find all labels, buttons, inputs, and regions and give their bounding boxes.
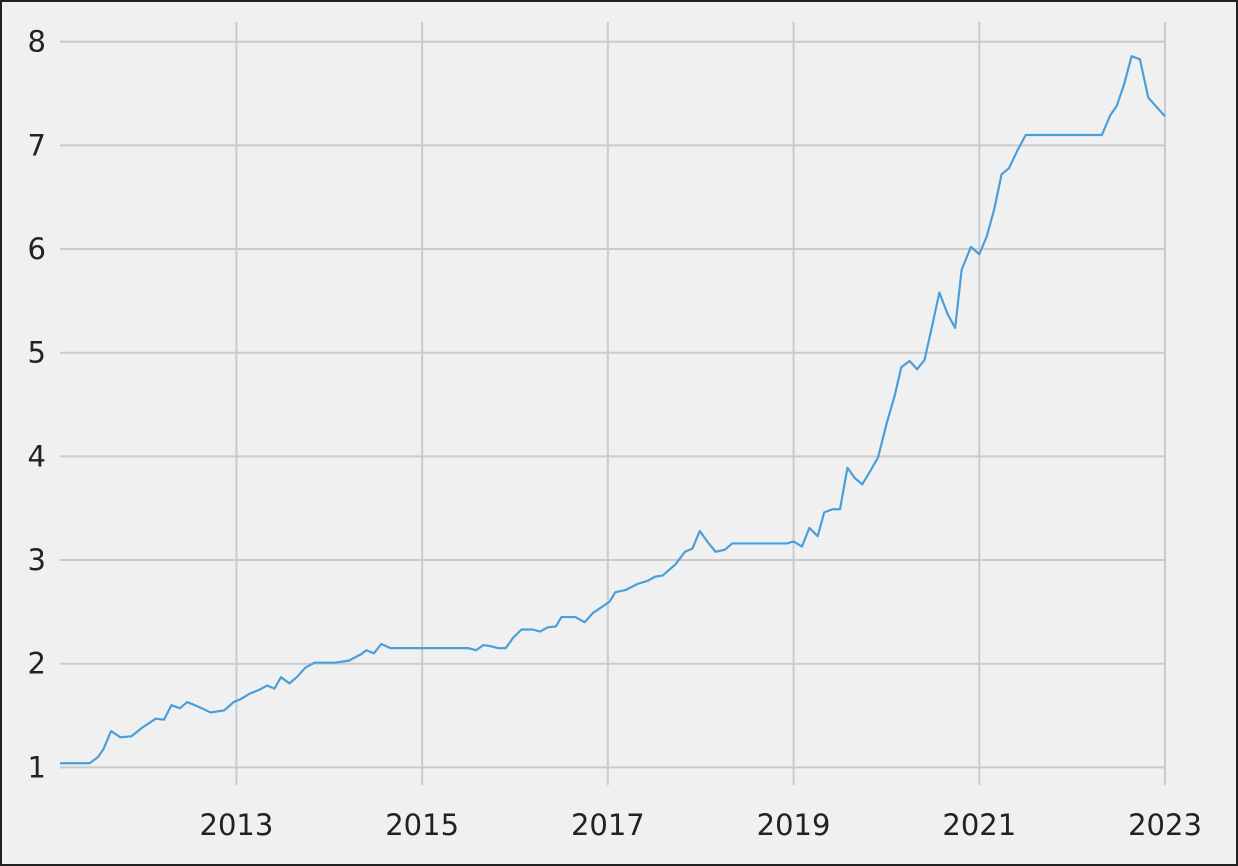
y-tick-label: 8 (28, 25, 46, 59)
x-tick-label: 2013 (200, 808, 274, 842)
x-tick-label: 2023 (1128, 808, 1202, 842)
x-tick-label: 2017 (571, 808, 645, 842)
y-tick-label: 2 (28, 647, 46, 681)
y-tick-label: 5 (28, 336, 46, 370)
x-tick-label: 2019 (757, 808, 831, 842)
grid (60, 22, 1166, 785)
y-tick-label: 6 (28, 232, 46, 266)
plot (60, 55, 1166, 765)
y-tick-label: 1 (28, 750, 46, 784)
data-line (60, 55, 1166, 765)
x-tick-label: 2021 (942, 808, 1016, 842)
y-tick-label: 7 (28, 128, 46, 162)
x-tick-label: 2015 (385, 808, 459, 842)
y-tick-label: 3 (28, 543, 46, 577)
y-tick-label: 4 (28, 439, 46, 473)
